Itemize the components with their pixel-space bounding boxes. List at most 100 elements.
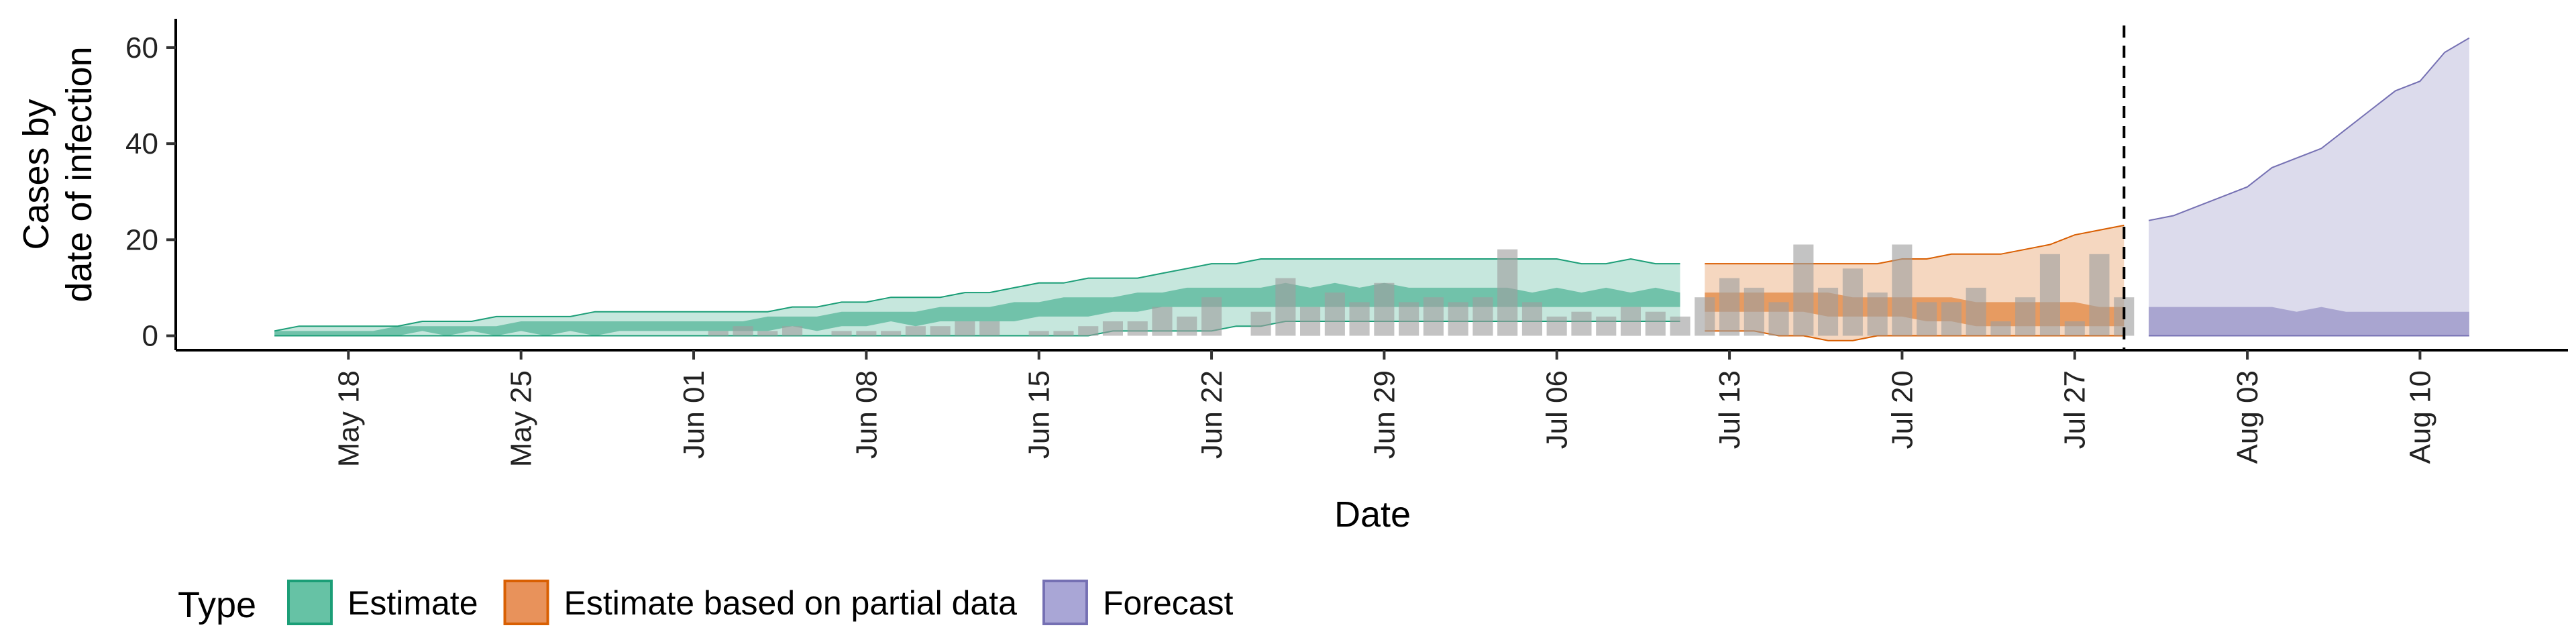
observed-bar [1300, 307, 1321, 336]
observed-bar [2039, 254, 2060, 336]
legend-swatch [287, 580, 333, 625]
observed-bar [782, 326, 803, 336]
observed-bar [1152, 307, 1173, 336]
band-90-upper-edge-2 [2148, 37, 2470, 221]
y-ticks: 0 20 40 60 [125, 32, 176, 353]
observed-bar [1374, 282, 1395, 336]
observed-bar [1177, 316, 1197, 336]
band-50-2 [2149, 307, 2469, 336]
legend-title: Type [178, 585, 256, 625]
x-tick-label: May 18 [332, 370, 365, 467]
observed-bar [1349, 302, 1370, 336]
x-tick-label: Jul 13 [1713, 370, 1746, 449]
observed-bar [955, 321, 975, 336]
observed-bar [2064, 321, 2085, 336]
axes [174, 19, 2568, 352]
legend-items: Estimate Estimate based on partial data Fo… [287, 580, 1234, 625]
x-tick-label: Jun 01 [678, 370, 710, 459]
x-axis-title: Date [1334, 494, 1411, 535]
observed-bar [1941, 302, 1962, 336]
y-tick-label: 60 [125, 32, 158, 64]
observed-bar [1743, 287, 1764, 336]
legend-item-1: Estimate based on partial data [503, 580, 1018, 625]
series-0 [274, 258, 1680, 337]
observed-bar [1867, 292, 1888, 336]
legend-swatch [503, 580, 549, 625]
x-tick-label: May 25 [505, 370, 538, 467]
legend-swatch [1042, 580, 1088, 625]
observed-bar [708, 331, 729, 336]
observed-bar [1842, 268, 1863, 336]
observed-bars [708, 244, 2135, 336]
observed-bar [1324, 292, 1345, 336]
x-tick-label: Jul 20 [1886, 370, 1919, 449]
observed-bar [1497, 249, 1518, 336]
observed-bar [1546, 316, 1567, 336]
legend-item-0: Estimate [287, 580, 478, 625]
observed-bar [1793, 244, 1814, 336]
observed-bar [1127, 321, 1148, 336]
observed-bar [1768, 302, 1789, 336]
observed-bar [1645, 311, 1666, 336]
y-tick-label: 40 [125, 127, 158, 160]
observed-bar [1201, 297, 1222, 336]
observed-bar [1966, 287, 1986, 336]
observed-bar [930, 326, 951, 336]
band-90-upper-edge-0 [274, 258, 1680, 332]
observed-bar [1472, 297, 1493, 336]
observed-bar [1892, 244, 1913, 336]
band-90-lower-edge-0 [274, 321, 1680, 337]
legend-label: Estimate based on partial data [564, 584, 1018, 622]
observed-bar [2015, 297, 2036, 336]
legend: Type Estimate Estimate based on partial d… [178, 580, 1234, 625]
observed-bar [1571, 311, 1592, 336]
band-90-upper-edge-1 [1705, 224, 2125, 265]
legend-item-2: Forecast [1042, 580, 1234, 625]
x-tick-label: Aug 03 [2231, 370, 2264, 464]
x-ticks: May 18 May 25 Jun 01 Jun 08 Jun 15 Jun 22 Jun … [332, 350, 2436, 467]
observed-bar [1399, 302, 1419, 336]
observed-bar [1695, 297, 1715, 336]
x-tick-label: Jul 27 [2059, 370, 2092, 449]
series-1 [1705, 224, 2125, 341]
y-tick-label: 0 [142, 320, 158, 353]
x-tick-label: Aug 10 [2404, 370, 2436, 464]
observed-bar [1053, 331, 1074, 336]
legend-label: Estimate [347, 584, 478, 622]
observed-bar [757, 331, 778, 336]
observed-bar [2089, 254, 2110, 336]
series-2 [2148, 37, 2470, 337]
observed-bar [1596, 316, 1617, 336]
x-tick-label: Jun 08 [850, 370, 883, 459]
observed-bar [1990, 321, 2011, 336]
x-tick-label: Jun 22 [1195, 370, 1228, 459]
observed-bar [831, 331, 852, 336]
observed-bar [856, 331, 877, 336]
observed-bar [1275, 278, 1296, 336]
observed-bar [1423, 297, 1444, 336]
observed-bar [733, 326, 753, 336]
observed-bar [1620, 307, 1641, 336]
observed-bar [1521, 302, 1542, 336]
observed-bar [1818, 287, 1839, 336]
observed-bar [979, 321, 1000, 336]
observed-bar [1719, 278, 1740, 336]
bands-layer [274, 37, 2470, 341]
y-tick-label: 20 [125, 223, 158, 256]
observed-bar [1917, 302, 1937, 336]
x-tick-label: Jun 15 [1023, 370, 1056, 459]
x-tick-label: Jun 29 [1368, 370, 1401, 459]
observed-bar [1102, 321, 1123, 336]
band-90-2 [2149, 38, 2469, 336]
y-axis-title-line2: date of infection [59, 46, 99, 302]
observed-bar [1250, 311, 1271, 336]
observed-bar [1078, 326, 1099, 336]
observed-bar [881, 331, 902, 336]
observed-bar [1670, 316, 1690, 336]
observed-bar [1448, 302, 1468, 336]
observed-bar [905, 326, 926, 336]
legend-label: Forecast [1103, 584, 1234, 622]
x-tick-label: Jul 06 [1541, 370, 1574, 449]
observed-bar [1028, 331, 1049, 336]
